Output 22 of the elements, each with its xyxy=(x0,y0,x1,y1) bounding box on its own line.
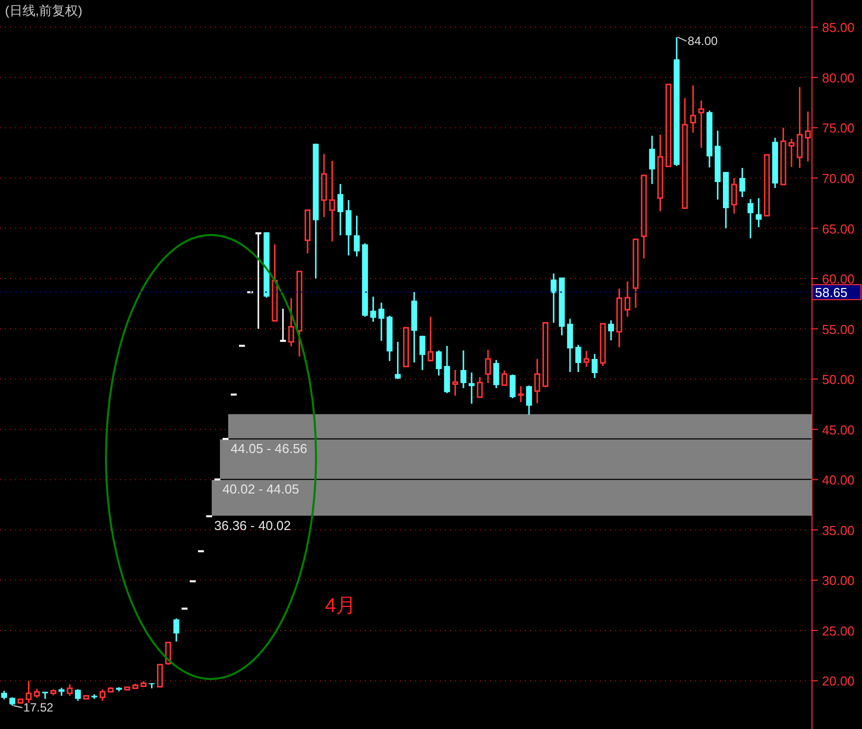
y-tick-label: 20.00 xyxy=(822,674,855,689)
annotation: 17.52 xyxy=(23,700,54,715)
ref-line-label: 58.65 xyxy=(815,285,848,300)
y-tick-label: 55.00 xyxy=(822,322,855,337)
y-tick-label: 40.00 xyxy=(822,472,855,488)
y-tick-label: 50.00 xyxy=(822,372,855,388)
y-tick-label: 35.00 xyxy=(822,522,855,538)
y-tick-label: 65.00 xyxy=(822,221,855,236)
band-label: 36.36 - 40.02 xyxy=(214,518,291,534)
y-tick-label: 75.00 xyxy=(822,120,855,136)
y-tick-label: 30.00 xyxy=(822,573,855,588)
y-tick-label: 80.00 xyxy=(822,70,855,86)
y-tick-label: 25.00 xyxy=(822,623,855,638)
band-label: 44.05 - 46.56 xyxy=(230,440,308,456)
annotation: 84.00 xyxy=(688,34,718,48)
band-label: 40.02 - 44.05 xyxy=(222,481,300,496)
annotation: 4月 xyxy=(325,595,356,617)
chart-title: (日线,前复权) xyxy=(5,3,82,18)
y-tick-label: 70.00 xyxy=(822,170,855,186)
y-tick-label: 85.00 xyxy=(822,20,855,36)
y-tick-label: 45.00 xyxy=(822,422,855,438)
y-tick-label: 60.00 xyxy=(822,272,855,287)
